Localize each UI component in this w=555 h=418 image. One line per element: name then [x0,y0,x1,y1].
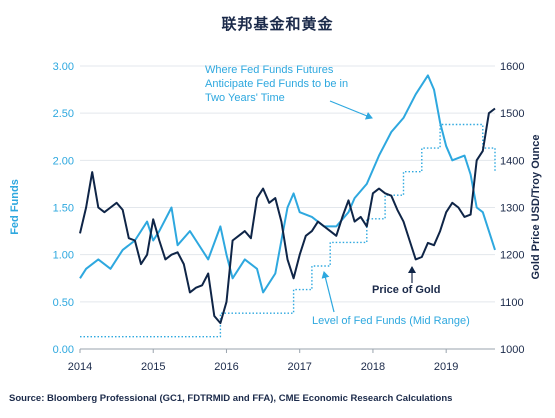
right-tick-label: 1200 [500,250,524,262]
series-line-3 [79,107,496,325]
left-tick-label: 0.50 [53,297,74,309]
x-tick-label: 2014 [68,361,92,373]
right-tick-label: 1000 [500,344,524,356]
left-tick-label: 1.00 [53,250,74,262]
series-lines [79,74,496,338]
futures-annotation-line-3: Two Years' Time [205,92,285,104]
right-axis-ticks: 1000 1100 1200 1300 1400 1500 1600 [500,61,524,356]
level-annotation: Level of Fed Funds (Mid Range) [312,271,470,327]
left-tick-label: 2.50 [53,108,74,120]
right-tick-label: 1500 [500,108,524,120]
right-tick-label: 1100 [500,297,524,309]
x-tick-label: 2018 [361,361,385,373]
left-axis-label: Fed Funds [9,179,21,235]
left-tick-label: 2.00 [53,155,74,167]
x-axis-ticks: 2014 2015 2016 2017 2018 2019 [68,349,458,373]
x-tick-label: 2015 [141,361,165,373]
left-axis-ticks: 0.00 0.50 1.00 1.50 2.00 2.50 3.00 [53,61,74,356]
futures-annotation-line-1: Where Fed Funds Futures [205,64,334,76]
gold-annotation: Price of Gold [372,266,440,296]
gold-annotation-label: Price of Gold [372,284,440,296]
futures-arrow [329,100,373,120]
left-tick-label: 1.50 [53,203,74,215]
x-tick-label: 2019 [434,361,458,373]
gridlines [80,65,495,303]
x-tick-label: 2017 [287,361,311,373]
series-line-1 [80,123,496,338]
right-axis-label: Gold Price USD/Troy Ounce [530,135,542,280]
futures-annotation-line-2: Anticipate Fed Funds to be in [205,78,348,90]
right-tick-label: 1300 [500,203,524,215]
level-arrow [321,271,335,313]
chart-title: 联邦基金和黄金 [221,15,334,33]
left-tick-label: 0.00 [53,344,74,356]
series-line-2 [79,74,496,294]
right-tick-label: 1600 [500,61,524,73]
source-note: Source: Bloomberg Professional (GC1, FDT… [9,393,453,404]
x-tick-label: 2016 [214,361,238,373]
futures-annotation: Where Fed Funds Futures Anticipate Fed F… [205,64,373,120]
left-tick-label: 3.00 [53,61,74,73]
level-annotation-label: Level of Fed Funds (Mid Range) [312,315,470,327]
right-tick-label: 1400 [500,155,524,167]
